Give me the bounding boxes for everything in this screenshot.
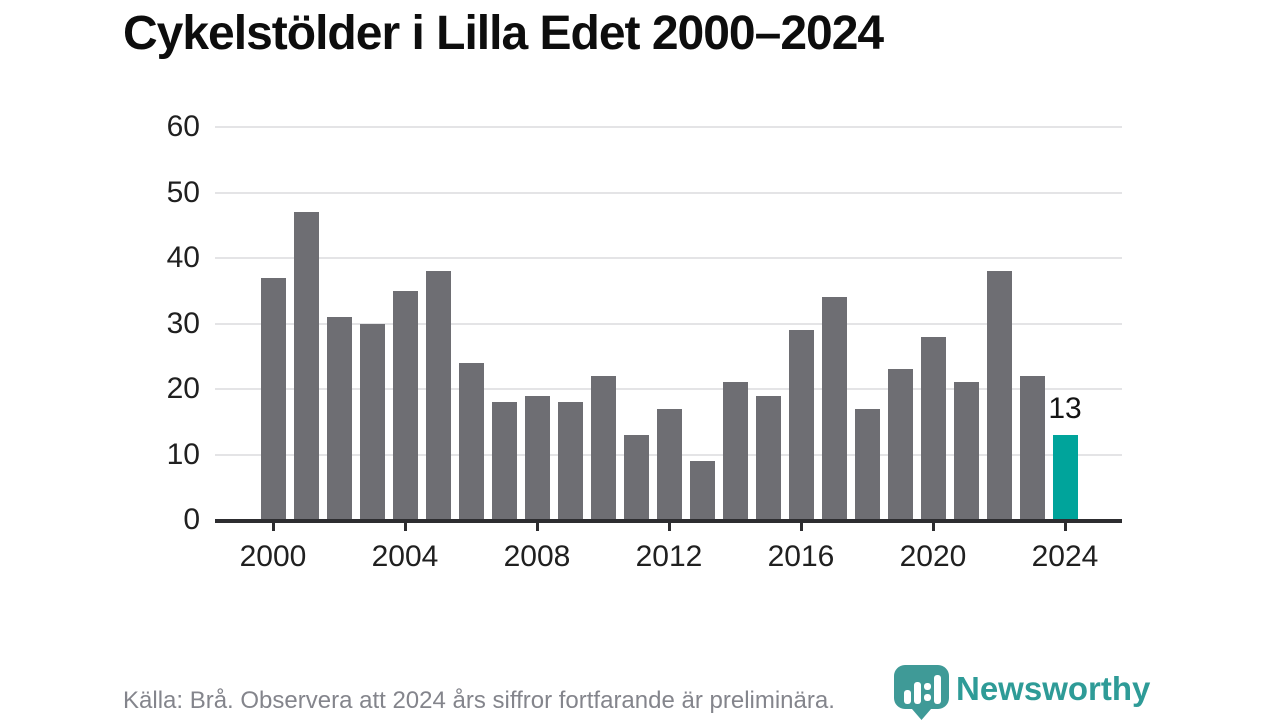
bar-2014 (722, 382, 748, 520)
y-axis-label-0: 0 (183, 503, 200, 536)
bar-2013 (689, 461, 715, 520)
gridline-60 (215, 126, 1122, 128)
x-axis-tick-2012 (667, 521, 671, 531)
bar-2023 (1019, 375, 1045, 520)
bar-2012 (656, 408, 682, 520)
x-axis-label-2000: 2000 (239, 540, 307, 573)
bar-2005 (425, 271, 451, 520)
gridline-50 (215, 191, 1122, 194)
y-axis-label-50: 50 (166, 175, 200, 209)
y-axis-label-10: 10 (166, 437, 200, 471)
y-axis-label-20: 20 (166, 372, 200, 405)
y-axis-label-30: 30 (166, 306, 200, 340)
bar-2022 (986, 271, 1012, 520)
bar-2000 (260, 277, 286, 520)
gridline-30 (215, 322, 1122, 325)
newsworthy-logo: Newsworthy (893, 664, 1150, 720)
bar-2001 (293, 212, 319, 520)
bar-2003 (359, 323, 385, 520)
x-axis-label-2016: 2016 (767, 540, 835, 573)
page-title: Cykelstölder i Lilla Edet 2000–2024 (123, 7, 884, 60)
bar-2015 (755, 395, 781, 520)
y-axis-label-40: 40 (166, 241, 200, 274)
bar-2017 (821, 297, 847, 520)
bar-2008 (524, 395, 550, 520)
bar-2007 (491, 402, 517, 520)
bar-2002 (326, 316, 352, 520)
x-axis-tick-2016 (799, 521, 803, 531)
bar-2019 (887, 369, 913, 520)
bar-2016 (788, 330, 814, 520)
bar-2004 (392, 290, 418, 520)
x-axis-tick-2008 (535, 521, 539, 531)
bar-2009 (557, 402, 583, 520)
source-note: Källa: Brå. Observera att 2024 års siffr… (123, 687, 835, 714)
gridline-40 (215, 257, 1122, 259)
value-annotation: 13 (1048, 391, 1082, 425)
x-axis-tick-2000 (271, 521, 275, 531)
x-axis-tick-2024 (1063, 521, 1067, 531)
x-axis-label-2020: 2020 (899, 540, 967, 573)
bar-2011 (623, 434, 649, 520)
bar-2020 (920, 336, 946, 520)
bar-2010 (590, 375, 616, 520)
x-axis-label-2008: 2008 (503, 540, 571, 573)
bar-2006 (458, 362, 484, 520)
x-axis-label-2012: 2012 (635, 540, 703, 573)
x-axis-tick-2020 (931, 521, 935, 531)
x-axis-label-2004: 2004 (371, 540, 439, 573)
y-axis-label-60: 60 (166, 110, 200, 143)
bar-chart-pin-icon (894, 665, 949, 720)
brand-name: Newsworthy (956, 670, 1151, 707)
x-axis-tick-2004 (403, 521, 407, 531)
plot-area: 0 10 20 30 40 50 60 2000 2004 2008 2012 2016 2020 202… (167, 110, 1122, 573)
bar-2021 (953, 382, 979, 520)
bar-2018 (854, 408, 880, 520)
bar-2024 (1052, 434, 1078, 520)
x-axis-label-2024: 2024 (1031, 540, 1099, 573)
gridline-20 (215, 388, 1122, 390)
